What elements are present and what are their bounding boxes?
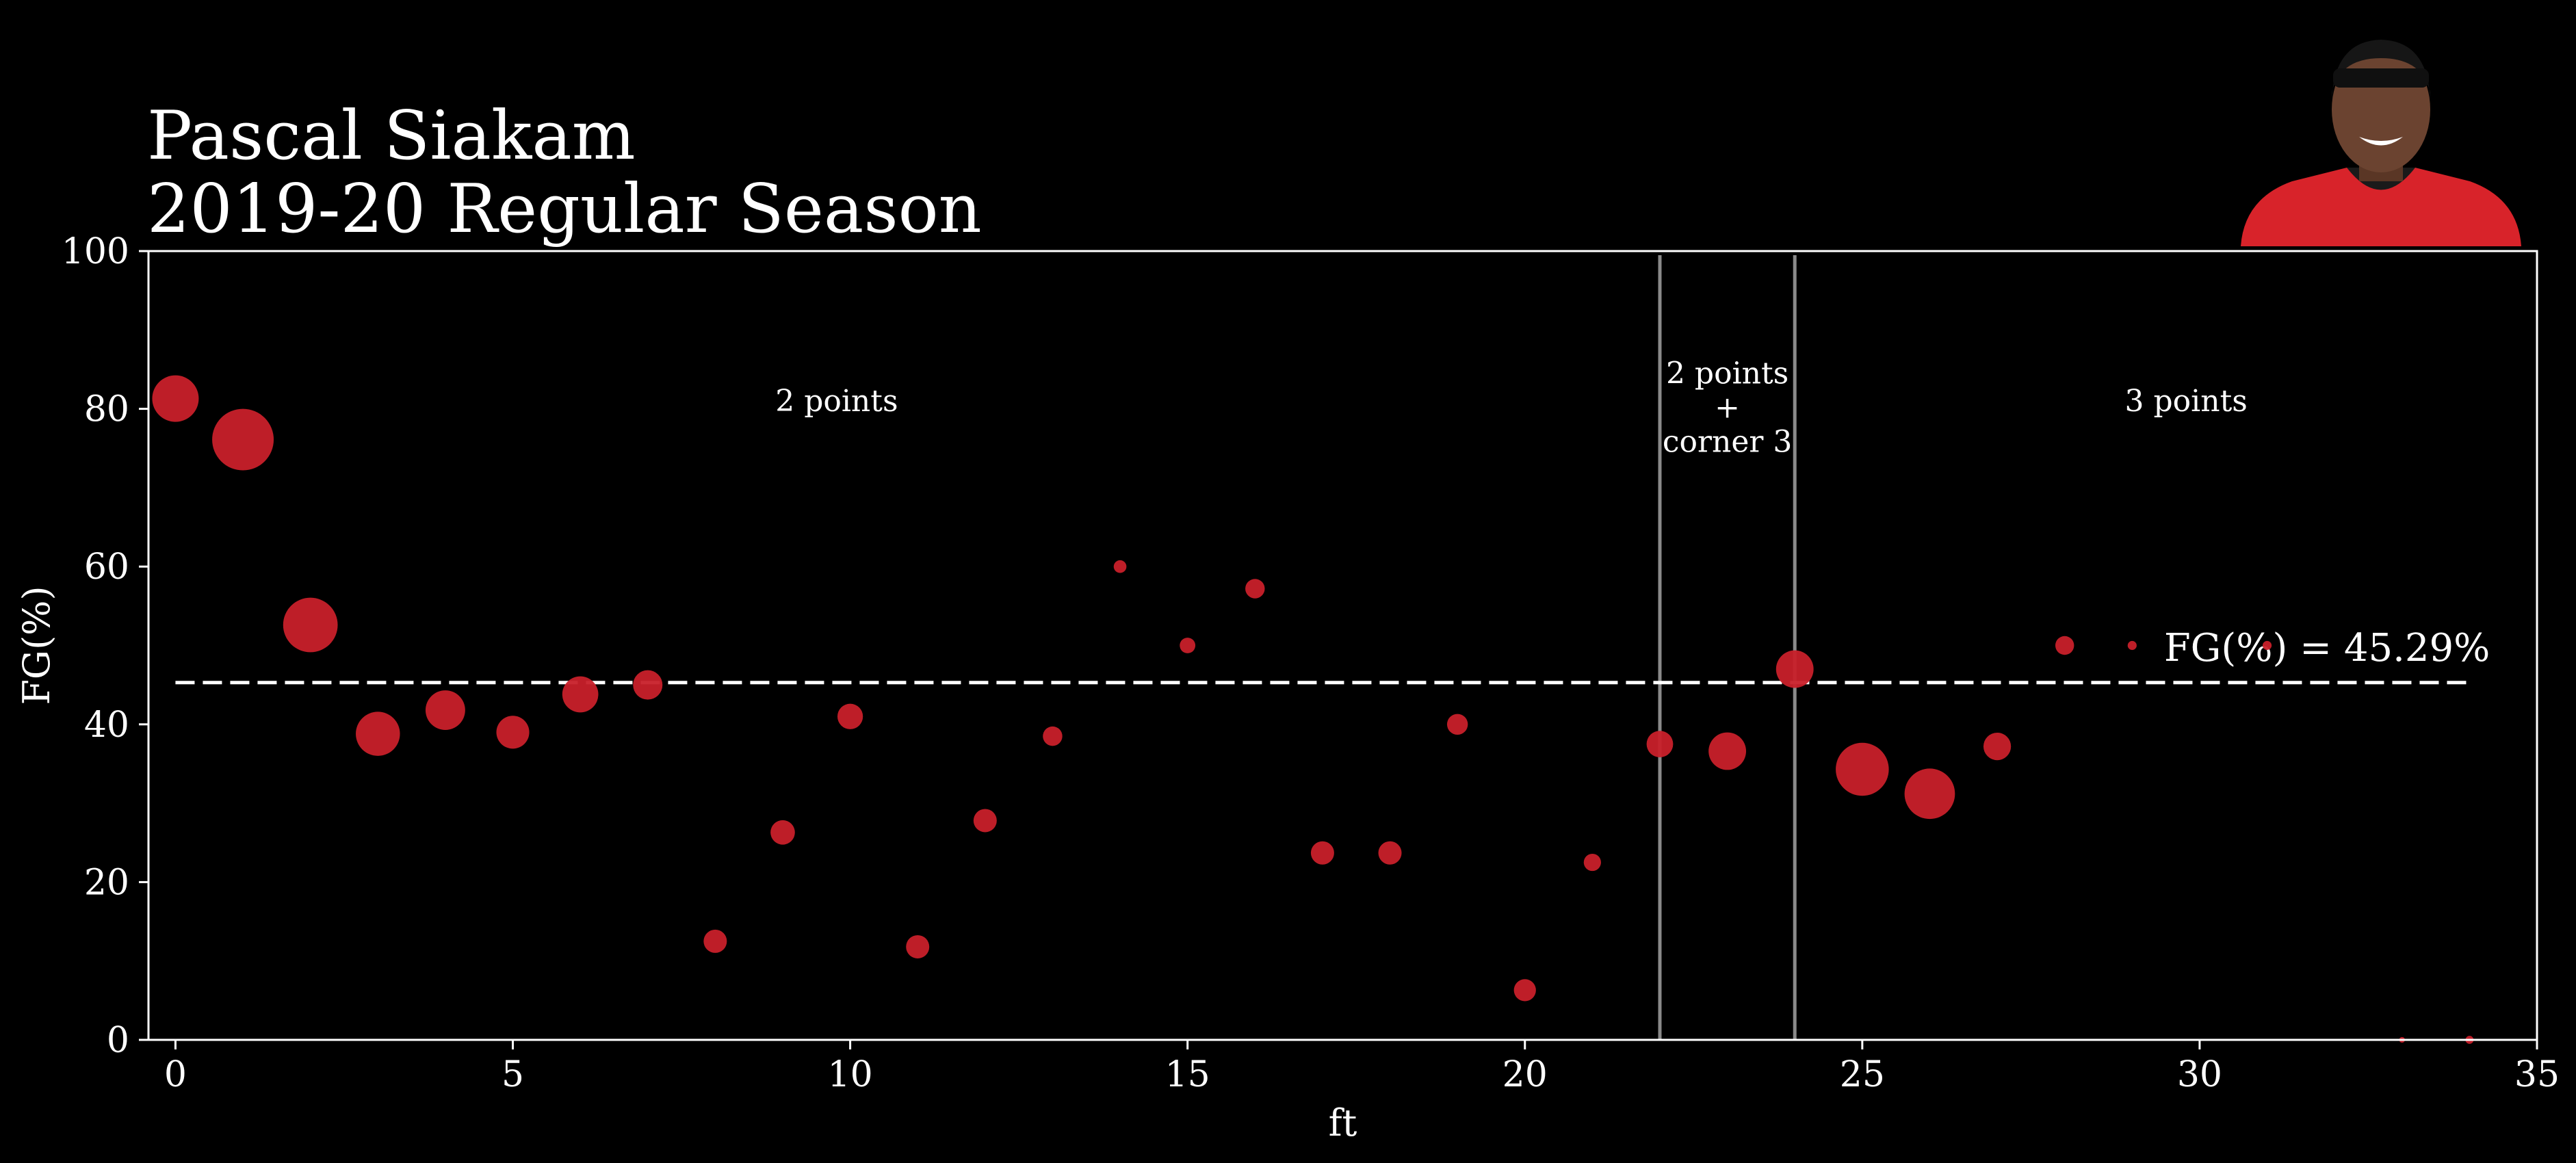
- plot-frame: [147, 250, 2538, 1041]
- data-point: [425, 690, 465, 730]
- chart-subtitle: 2019-20 Regular Season: [147, 170, 982, 248]
- y-tick-label: 0: [107, 1020, 129, 1061]
- data-point: [906, 935, 930, 958]
- data-point: [496, 716, 530, 749]
- data-point: [2055, 636, 2074, 655]
- data-point: [152, 375, 199, 422]
- x-axis-label: ft: [1329, 1101, 1357, 1145]
- zone-label: corner 3: [1663, 425, 1793, 460]
- data-point: [356, 711, 400, 756]
- x-tick-label: 25: [1840, 1054, 1885, 1095]
- data-point: [1983, 732, 2012, 761]
- data-point: [283, 597, 338, 653]
- y-axis-label: FG(%): [15, 586, 58, 705]
- zone-label: +: [1715, 391, 1740, 426]
- y-tick-label: 20: [84, 862, 129, 903]
- data-point: [1775, 650, 1814, 688]
- data-point: [2262, 640, 2272, 651]
- data-point: [1180, 638, 1196, 653]
- data-point: [1446, 714, 1468, 735]
- data-point: [837, 703, 863, 729]
- data-point: [1646, 731, 1674, 758]
- x-tick-label: 0: [164, 1054, 187, 1095]
- data-point: [1513, 979, 1536, 1002]
- x-tick-label: 30: [2177, 1054, 2222, 1095]
- average-fg-label: FG(%) = 45.29%: [2164, 626, 2490, 670]
- data-point: [1378, 841, 1402, 865]
- x-tick-label: 5: [502, 1054, 524, 1095]
- zone-label: 3 points: [2125, 384, 2248, 419]
- data-point: [1245, 579, 1265, 599]
- data-point: [1043, 726, 1063, 746]
- data-point: [562, 676, 599, 713]
- data-point: [973, 809, 997, 833]
- player-headshot-icon: [2241, 40, 2521, 246]
- data-point: [1583, 853, 1601, 872]
- chart-title: Pascal Siakam: [147, 97, 636, 175]
- data-point: [1904, 768, 1955, 820]
- data-point: [2127, 640, 2137, 651]
- x-tick-label: 10: [828, 1054, 873, 1095]
- data-point: [703, 929, 727, 953]
- data-point: [633, 670, 663, 700]
- data-point: [1836, 742, 1889, 796]
- data-point: [1113, 560, 1127, 573]
- y-tick-label: 100: [62, 231, 129, 272]
- data-point: [212, 408, 274, 471]
- y-tick-label: 40: [84, 705, 129, 746]
- zone-label: 2 points: [1666, 356, 1788, 391]
- data-point: [1708, 732, 1747, 770]
- x-tick-label: 20: [1502, 1054, 1548, 1095]
- data-point: [770, 820, 795, 845]
- x-tick-label: 35: [2514, 1054, 2560, 1095]
- y-tick-label: 60: [84, 547, 129, 588]
- zone-label: 2 points: [775, 384, 898, 419]
- y-tick-label: 80: [84, 389, 129, 430]
- x-tick-label: 15: [1165, 1054, 1210, 1095]
- data-point: [1310, 841, 1334, 865]
